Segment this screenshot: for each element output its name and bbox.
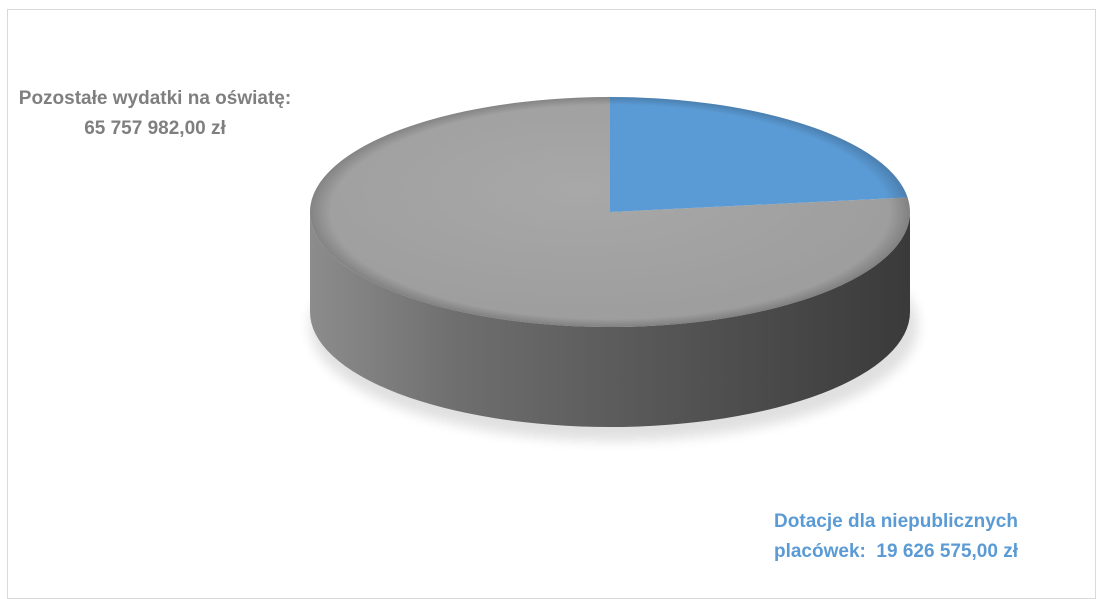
data-label-subsidies: Dotacje dla niepublicznych placówek: 19 … <box>726 507 1066 567</box>
data-label-remaining-expenses: Pozostałe wydatki na oświatę: 65 757 982… <box>10 84 300 144</box>
data-label-subsidies-value-line: placówek: 19 626 575,00 zł <box>726 537 1066 567</box>
data-label-subsidies-name-cont: placówek: <box>773 541 866 562</box>
pie-top-rim <box>310 97 910 327</box>
data-label-subsidies-value: 19 626 575,00 zł <box>876 541 1018 562</box>
data-label-remaining-name: Pozostałe wydatki na oświatę: <box>18 88 292 109</box>
pie-side <box>310 212 910 427</box>
data-label-remaining-value: 65 757 982,00 zł <box>84 118 226 139</box>
data-label-subsidies-name: Dotacje dla niepublicznych <box>774 511 1018 532</box>
